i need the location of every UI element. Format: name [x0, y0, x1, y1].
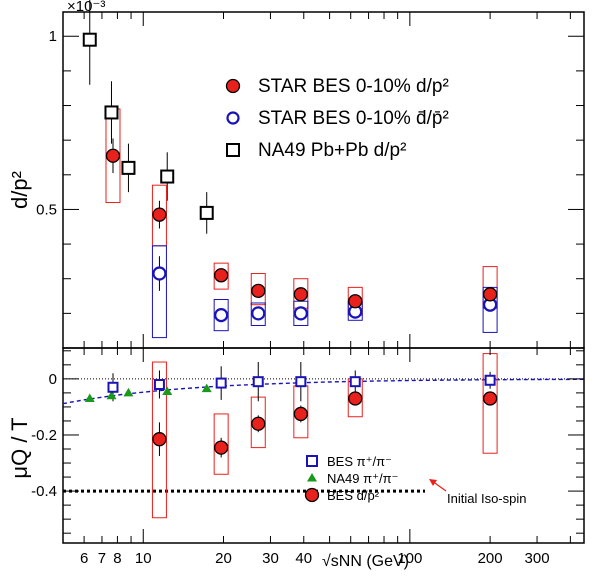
- data-point: [152, 432, 167, 447]
- data-point: [251, 306, 266, 321]
- data-point: [84, 393, 95, 403]
- data-point: [226, 143, 240, 157]
- x-axis-title: √sNN (GeV): [322, 553, 409, 570]
- x-tick-label: 10: [135, 550, 152, 567]
- top-y-axis-title: d/p²: [7, 171, 32, 209]
- y-tick-label: -0.4: [31, 483, 57, 500]
- data-point: [121, 160, 136, 175]
- y-tick-label: -0.2: [31, 427, 57, 444]
- legend-entry: BES d/p²: [327, 488, 380, 503]
- x-tick-label: 30: [262, 550, 279, 567]
- x-tick-label: 40: [295, 550, 312, 567]
- y-tick-label: 0.5: [36, 201, 57, 218]
- bottom-y-axis-title: μQ / T: [7, 417, 32, 478]
- x-tick-label: 8: [113, 550, 121, 567]
- top-panel: STAR BES 0-10% d/p² STAR BES 0-10% d̄/p̄²…: [82, 0, 498, 339]
- data-point: [293, 406, 308, 422]
- data-point: [293, 306, 308, 321]
- data-point: [105, 148, 121, 163]
- data-point: [251, 283, 266, 298]
- y-tick-label: 0: [49, 371, 57, 388]
- data-point: [104, 105, 119, 120]
- sys-error-box: [250, 273, 266, 306]
- data-point: [226, 111, 240, 125]
- legend-entry: NA49 π⁺/π⁻: [327, 471, 398, 486]
- x-tick-label: 7: [98, 550, 106, 567]
- y-tick-label: 1: [49, 28, 57, 45]
- data-point: [484, 374, 496, 386]
- x-tick-label: 200: [478, 550, 503, 567]
- data-point: [199, 205, 214, 220]
- data-point: [160, 169, 175, 184]
- legend-entry: STAR BES 0-10% d/p²: [258, 76, 449, 97]
- data-point: [152, 266, 167, 281]
- data-point: [152, 207, 167, 222]
- data-point: [251, 416, 266, 431]
- data-point: [162, 386, 173, 395]
- data-point: [201, 383, 212, 393]
- x-tick-label: 300: [525, 550, 550, 567]
- data-point: [293, 287, 308, 302]
- sys-error-box: [151, 245, 167, 339]
- bottom-panel: BES π⁺/π⁻ NA49 π⁺/π⁻ BES d/p² Initial Iso-s…: [62, 353, 584, 519]
- data-point: [348, 391, 363, 406]
- data-point: [482, 391, 498, 406]
- axes: 6 7 8 10 20 30 40 100 200 300 1 0.5 0 -0.2 -0.4: [31, 12, 584, 567]
- top-y-exponent-label: ×10⁻³: [67, 0, 105, 15]
- data-point: [252, 376, 264, 388]
- sys-error-box: [213, 413, 229, 475]
- data-point: [214, 268, 229, 283]
- data-point: [214, 307, 229, 323]
- x-tick-label: 20: [215, 550, 232, 567]
- bottom-panel-frame: [62, 347, 585, 544]
- iso-spin-label: Initial Iso-spin: [447, 491, 526, 506]
- data-point: [153, 378, 165, 390]
- data-point: [306, 455, 318, 467]
- data-point: [123, 387, 134, 397]
- data-point: [107, 381, 119, 393]
- data-point: [295, 376, 307, 388]
- x-tick-label: 100: [397, 550, 422, 567]
- data-point: [106, 390, 117, 400]
- data-point: [482, 287, 498, 302]
- legend-entry: NA49 Pb+Pb d/p²: [258, 140, 406, 161]
- top-panel-frame: [62, 11, 585, 349]
- data-point: [215, 377, 227, 389]
- data-point: [82, 32, 97, 47]
- legend-entry: STAR BES 0-10% d̄/p̄²: [258, 108, 449, 129]
- fit-curve: [62, 378, 584, 405]
- iso-spin-arrowhead: [429, 479, 437, 486]
- data-point: [304, 487, 320, 503]
- data-point: [214, 440, 229, 455]
- x-tick-label: 6: [80, 550, 88, 567]
- data-point: [225, 78, 241, 94]
- data-point: [349, 376, 361, 388]
- legend-entry: BES π⁺/π⁻: [327, 454, 392, 469]
- data-point: [348, 294, 363, 309]
- data-point: [307, 473, 317, 482]
